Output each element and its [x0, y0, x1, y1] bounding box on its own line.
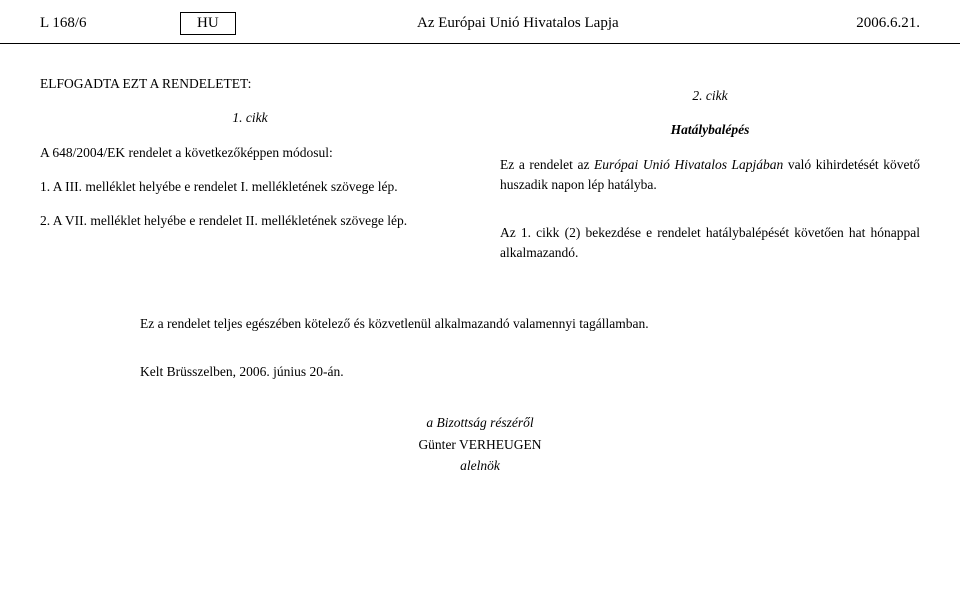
article-2-para-1: Ez a rendelet az Európai Unió Hivatalos … [500, 155, 920, 196]
article-2-title: 2. cikk [500, 86, 920, 106]
article-1-point-2: 2. A VII. melléklet helyébe e rendelet I… [40, 211, 460, 231]
left-column: ELFOGADTA EZT A RENDELETET: 1. cikk A 64… [40, 74, 460, 278]
signatory-name: Günter VERHEUGEN [140, 434, 820, 456]
two-column-layout: ELFOGADTA EZT A RENDELETET: 1. cikk A 64… [40, 74, 920, 278]
article-1-point-1: 1. A III. melléklet helyébe e rendelet I… [40, 177, 460, 197]
page-header: L 168/6 HU Az Európai Unió Hivatalos Lap… [0, 0, 960, 44]
page-reference: L 168/6 [40, 15, 160, 32]
article-2-heading: Hatálybalépés [500, 120, 920, 140]
signature-block: a Bizottság részéről Günter VERHEUGEN al… [140, 412, 820, 477]
language-badge: HU [180, 12, 236, 35]
article-1-title: 1. cikk [40, 108, 460, 128]
article-1-intro: A 648/2004/EK rendelet a következőképpen… [40, 143, 460, 163]
journal-title: Az Európai Unió Hivatalos Lapja [236, 15, 800, 32]
signatory-role: alelnök [140, 455, 820, 477]
article-2-para-1-italic: Európai Unió Hivatalos Lapjában [594, 157, 783, 172]
publication-date: 2006.6.21. [800, 15, 920, 32]
place-and-date: Kelt Brüsszelben, 2006. június 20-án. [140, 362, 820, 382]
closing-section: Ez a rendelet teljes egészében kötelező … [40, 314, 920, 477]
adopted-statement: ELFOGADTA EZT A RENDELETET: [40, 74, 460, 94]
article-2-para-1-pre: Ez a rendelet az [500, 157, 594, 172]
article-2-para-2: Az 1. cikk (2) bekezdése e rendelet hatá… [500, 223, 920, 264]
binding-statement: Ez a rendelet teljes egészében kötelező … [140, 314, 820, 334]
document-body: ELFOGADTA EZT A RENDELETET: 1. cikk A 64… [0, 44, 960, 497]
right-column: 2. cikk Hatálybalépés Ez a rendelet az E… [500, 74, 920, 278]
on-behalf-line: a Bizottság részéről [140, 412, 820, 434]
